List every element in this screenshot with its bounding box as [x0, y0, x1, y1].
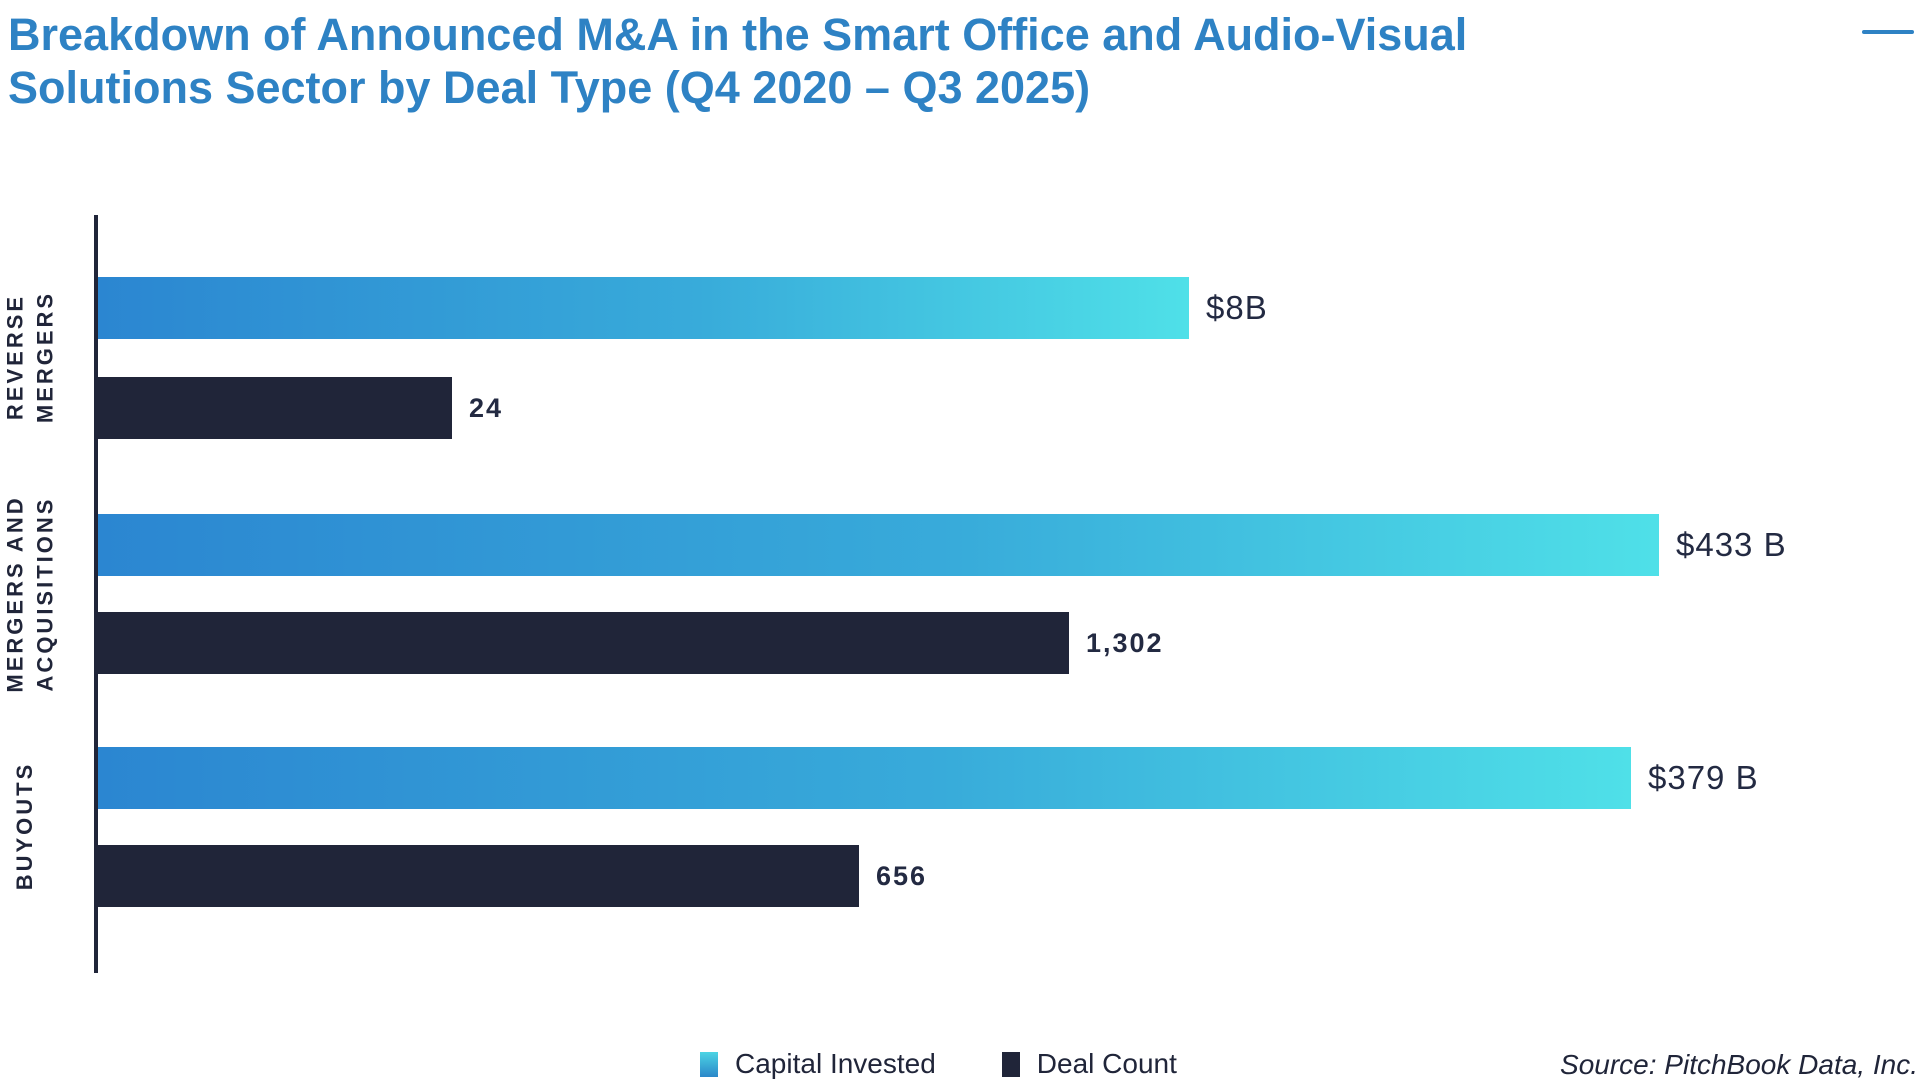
legend-item-capital-invested: Capital Invested	[700, 1048, 936, 1080]
category-label-reverse-mergers: REVERSE MERGERS	[2, 290, 57, 424]
legend-label-deal-count: Deal Count	[1036, 1048, 1177, 1079]
value-label-deals-buyouts: 656	[876, 860, 928, 891]
source-credit: Source: PitchBook Data, Inc.	[1560, 1049, 1918, 1080]
bar-deal-count-buyouts	[98, 845, 859, 907]
bar-row-buyouts-capital: $379 B	[98, 747, 1759, 809]
chart-title-line-2: Solutions Sector by Deal Type (Q4 2020 –…	[8, 62, 1091, 114]
value-label-capital-mna: $433 B	[1676, 526, 1787, 563]
category-label-mergers-and-acquisitions: MERGERS AND ACQUISITIONS	[2, 495, 57, 693]
bar-deal-count-reverse-mergers	[98, 377, 452, 439]
value-label-deals-mna: 1,302	[1086, 627, 1164, 658]
bar-row-mna-deals: 1,302	[98, 612, 1164, 674]
bar-chart: REVERSE MERGERS MERGERS AND ACQUISITIONS…	[2, 215, 1787, 973]
bar-row-reverse-mergers-deals: 24	[98, 377, 503, 439]
category-label-buyouts: BUYOUTS	[12, 761, 38, 891]
chart-title: Breakdown of Announced M&A in the Smart …	[8, 8, 1912, 114]
bar-capital-invested-reverse-mergers	[98, 277, 1189, 339]
bar-deal-count-mna	[98, 612, 1069, 674]
legend: Capital Invested Deal Count	[700, 1048, 1177, 1080]
value-label-capital-buyouts: $379 B	[1648, 759, 1759, 796]
bar-row-buyouts-deals: 656	[98, 845, 927, 907]
value-label-deals-reverse-mergers: 24	[469, 392, 504, 423]
legend-swatch-deal-count-icon	[1001, 1051, 1020, 1077]
value-label-capital-reverse-mergers: $8B	[1206, 289, 1268, 326]
y-axis-line	[94, 215, 98, 973]
bar-row-reverse-mergers-capital: $8B	[98, 277, 1268, 339]
legend-item-deal-count: Deal Count	[1001, 1048, 1177, 1080]
legend-label-capital-invested: Capital Invested	[735, 1048, 936, 1079]
chart-title-line-1: Breakdown of Announced M&A in the Smart …	[8, 9, 1468, 60]
legend-swatch-capital-invested-icon	[700, 1051, 718, 1077]
bar-row-mna-capital: $433 B	[98, 514, 1787, 576]
bar-capital-invested-buyouts	[98, 747, 1631, 809]
title-dash-line	[1862, 30, 1914, 34]
bar-capital-invested-mna	[98, 514, 1659, 576]
